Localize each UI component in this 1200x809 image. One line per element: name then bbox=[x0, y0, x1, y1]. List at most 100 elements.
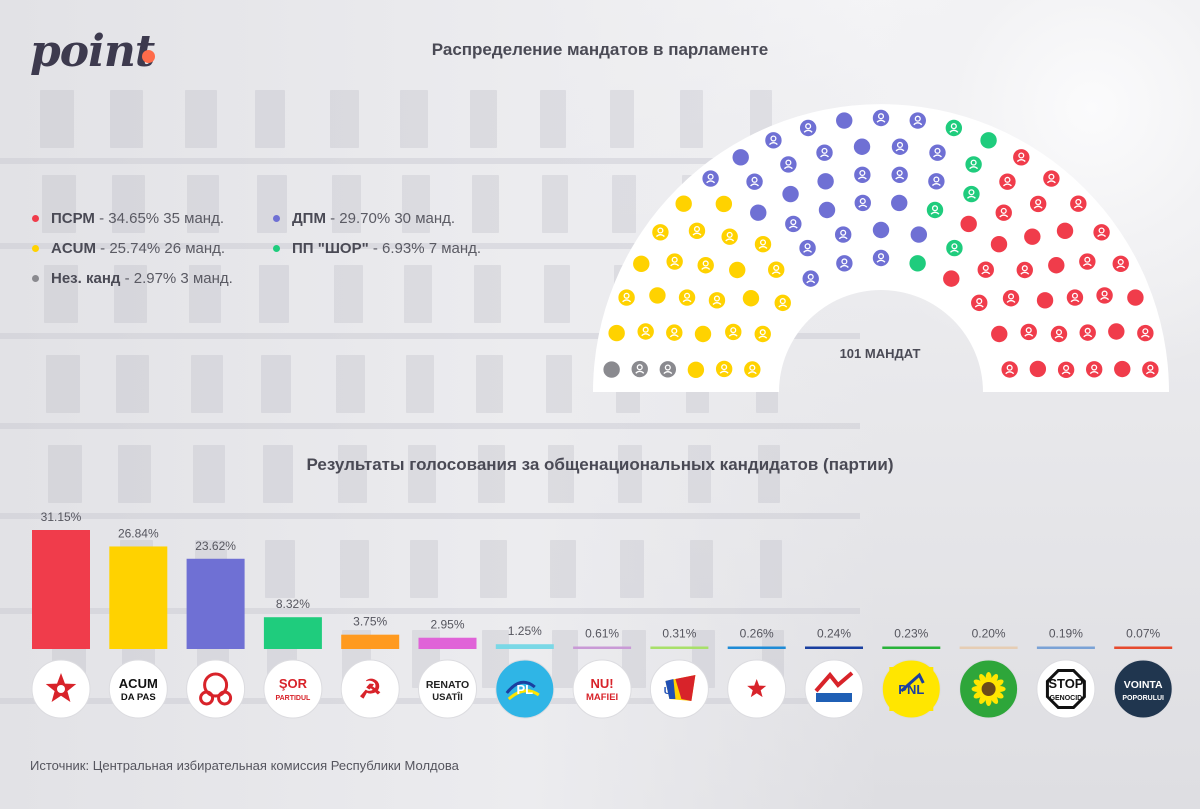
background-window bbox=[552, 630, 578, 688]
bar-group: 3.75% bbox=[341, 615, 400, 649]
logo-text: STOP bbox=[1048, 676, 1083, 691]
bar bbox=[650, 646, 709, 649]
legend-dot bbox=[273, 214, 280, 222]
bar-group: 0.07% bbox=[1114, 627, 1173, 649]
bar-value-label: 0.24% bbox=[817, 627, 851, 641]
bar bbox=[341, 634, 400, 649]
sunflower-icon bbox=[959, 659, 1019, 719]
bar-value-label: 8.32% bbox=[276, 597, 310, 611]
regiunilor-logo bbox=[804, 659, 864, 719]
background-window bbox=[330, 90, 360, 148]
background-band bbox=[0, 513, 860, 519]
pnl-logo: PNL bbox=[881, 659, 941, 719]
background-window bbox=[255, 90, 286, 148]
background-band bbox=[0, 608, 860, 614]
background-window bbox=[472, 175, 499, 233]
logo-text: ☭ bbox=[359, 674, 382, 704]
parliament-title: Распределение мандатов в парламенте bbox=[431, 40, 769, 59]
background-band bbox=[0, 423, 860, 429]
background-window bbox=[40, 90, 74, 148]
logo-text: NU! bbox=[591, 676, 614, 691]
logo-subtext: POPORULUI bbox=[1122, 695, 1164, 702]
background-window bbox=[540, 90, 566, 148]
bar bbox=[1036, 646, 1095, 649]
bar-group: 0.24% bbox=[805, 627, 863, 649]
background-window bbox=[48, 445, 82, 503]
background-window bbox=[112, 175, 145, 233]
background-window bbox=[191, 355, 223, 413]
bar bbox=[109, 546, 168, 649]
bar-value-label: 0.61% bbox=[585, 627, 619, 641]
bar-value-label: 0.19% bbox=[1049, 627, 1083, 641]
legend-item: ПП "ШОР" - 6.93% 7 манд. bbox=[273, 240, 481, 257]
legend-party-name: ПСРМ bbox=[51, 210, 95, 227]
bar-group: 0.19% bbox=[1036, 627, 1095, 649]
bar bbox=[263, 617, 322, 649]
background-window bbox=[116, 355, 149, 413]
logo-text: PL bbox=[516, 682, 533, 697]
background-window bbox=[110, 90, 143, 148]
background-window bbox=[408, 445, 436, 503]
background-window bbox=[257, 175, 288, 233]
parliament-total-label: 101 МАНДАТ bbox=[839, 346, 921, 361]
background-window bbox=[620, 540, 645, 598]
legend-item: ПСРМ - 34.65% 35 манд. bbox=[32, 210, 224, 227]
sor-logo: ŞOR PARTIDUL bbox=[263, 659, 323, 719]
bar bbox=[495, 644, 554, 649]
background-window bbox=[263, 445, 294, 503]
bar bbox=[186, 558, 245, 649]
legend-party-name: ПП "ШОР" bbox=[292, 240, 369, 257]
bar-group: 26.84% bbox=[109, 526, 168, 649]
background-window bbox=[410, 540, 438, 598]
logo-subtext: GENOCID bbox=[1050, 695, 1083, 702]
logo-subtext: PARTIDUL bbox=[275, 695, 311, 702]
background-window bbox=[690, 540, 714, 598]
background-window bbox=[400, 90, 428, 148]
background-window bbox=[550, 540, 576, 598]
legend-party-result: - 34.65% 35 манд. bbox=[94, 210, 225, 227]
vointa-logo: VOINTA POPORULUI bbox=[1113, 659, 1173, 719]
bar-value-label: 26.84% bbox=[118, 526, 159, 540]
background-window bbox=[478, 445, 505, 503]
logo-subtext: MAFIEI bbox=[586, 692, 618, 703]
legend-party-name: Нез. канд bbox=[51, 270, 121, 287]
brand-logo-dot bbox=[142, 50, 155, 63]
bar-group: 0.61% bbox=[573, 627, 632, 649]
bar-value-label: 1.25% bbox=[508, 624, 542, 638]
bar-value-label: 23.62% bbox=[195, 539, 236, 553]
bar bbox=[959, 646, 1018, 649]
bar-value-label: 0.23% bbox=[894, 627, 928, 641]
background-band bbox=[0, 333, 860, 339]
bar-group: 0.26% bbox=[727, 627, 786, 649]
bar-value-label: 0.26% bbox=[740, 627, 774, 641]
background-window bbox=[406, 355, 434, 413]
bar-value-label: 3.75% bbox=[353, 615, 387, 629]
legend-item: ДПМ - 29.70% 30 манд. bbox=[273, 210, 455, 227]
background-window bbox=[470, 90, 497, 148]
bar bbox=[32, 530, 90, 649]
bar bbox=[418, 637, 477, 649]
logo-subtext: USATÎI bbox=[432, 691, 462, 703]
legend-dot bbox=[32, 274, 39, 282]
background-window bbox=[185, 90, 217, 148]
legend-dot bbox=[32, 214, 39, 222]
background-window bbox=[261, 355, 292, 413]
bar-group: 2.95% bbox=[418, 618, 477, 649]
nu-mafiei-logo: NU!MAFIEI bbox=[572, 659, 632, 719]
red-star-small-icon bbox=[727, 659, 787, 719]
logo-text: ACUM bbox=[119, 676, 158, 691]
brand-logo[interactable]: point bbox=[30, 26, 155, 77]
bar-value-label: 0.31% bbox=[662, 627, 696, 641]
bar-group: 23.62% bbox=[186, 539, 245, 649]
bar-group: 8.32% bbox=[263, 597, 322, 649]
background-window bbox=[546, 355, 572, 413]
bar bbox=[805, 646, 863, 649]
background-window bbox=[259, 265, 290, 323]
bar-group: 0.31% bbox=[650, 627, 709, 649]
background-window bbox=[480, 540, 507, 598]
background-window bbox=[618, 445, 643, 503]
bar bbox=[727, 646, 786, 649]
red-star-icon bbox=[31, 659, 91, 719]
